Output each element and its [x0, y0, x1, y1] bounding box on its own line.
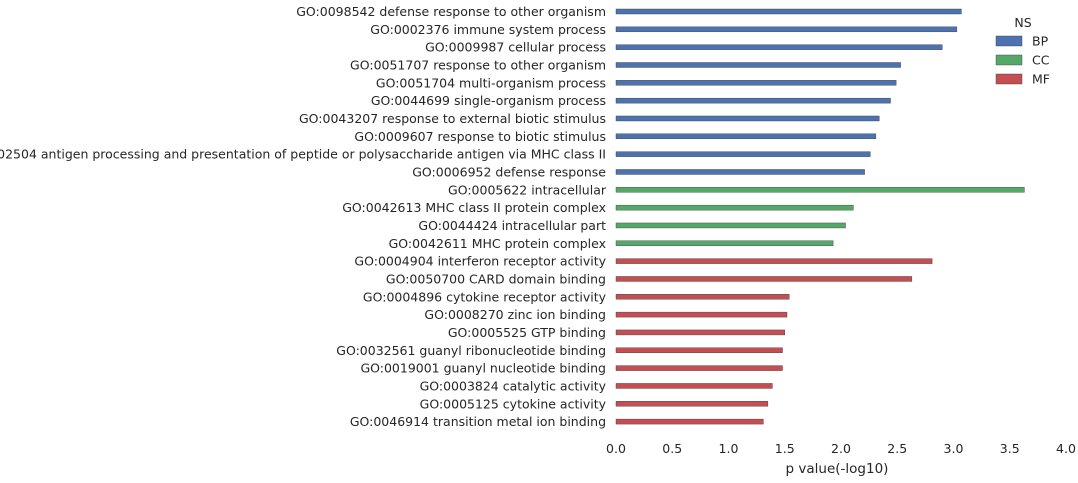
bar-mf — [615, 347, 783, 353]
category-label: GO:0050700 CARD domain binding — [386, 271, 606, 286]
legend-swatch-cc — [995, 54, 1023, 66]
category-label: GO:0042611 MHC protein complex — [389, 236, 606, 251]
legend-title: NS — [1014, 15, 1031, 30]
category-label: GO:0005125 cytokine activity — [420, 396, 607, 411]
x-tick-label: 1.5 — [775, 441, 795, 456]
category-label: GO:0006952 defense response — [412, 164, 606, 179]
bar-mf — [615, 329, 785, 336]
legend-entries: BP CC MF — [995, 34, 1050, 87]
bar-mf — [615, 294, 790, 300]
category-label: GO:0005622 intracellular — [448, 182, 607, 197]
bar-mf — [615, 401, 769, 407]
bar-bp — [615, 151, 871, 157]
legend-swatch-mf — [995, 73, 1023, 85]
bar-cc — [615, 187, 1025, 193]
category-label: GO:0019001 guanyl nucleotide binding — [360, 361, 606, 376]
category-label: GO:0005525 GTP binding — [448, 325, 606, 340]
x-tick-label: 3.0 — [944, 441, 964, 456]
bar-mf — [615, 258, 933, 264]
category-label: GO:0051707 response to other organism — [350, 57, 606, 72]
legend-label-cc: CC — [1032, 53, 1050, 68]
legend-swatch-bp — [995, 35, 1023, 47]
bar-bp — [615, 133, 877, 140]
bar-mf — [615, 311, 788, 318]
category-label: GO:0009987 cellular process — [425, 40, 606, 55]
category-label: GO:0044424 intracellular part — [418, 218, 606, 233]
x-axis-label: p value(-log10) — [786, 461, 889, 477]
category-label: GO:0042613 MHC class II protein complex — [342, 200, 606, 215]
bar-mf — [615, 383, 773, 389]
category-label: GO:0043207 response to external biotic s… — [299, 111, 606, 126]
category-label: GO:0032561 guanyl ribonucleotide binding — [336, 343, 606, 358]
bar-bp — [615, 26, 958, 33]
category-label: GO:0004896 cytokine receptor activity — [363, 289, 607, 304]
bar-bp — [615, 62, 901, 68]
category-label: GO:0002376 immune system process — [370, 22, 606, 37]
category-label: GO:0003824 catalytic activity — [420, 378, 607, 393]
bar-bp — [615, 80, 897, 86]
category-label: GO:0046914 transition metal ion binding — [350, 414, 606, 429]
x-axis-ticks: 0.0 0.5 1.0 1.5 2.0 2.5 3.0 3.5 4.0 — [606, 441, 1076, 456]
x-tick-label: 2.0 — [831, 441, 851, 456]
x-tick-label: 0.0 — [606, 441, 626, 456]
category-label: GO:0008270 zinc ion binding — [424, 307, 606, 322]
bar-cc — [615, 222, 846, 229]
legend-label-mf: MF — [1032, 72, 1050, 87]
bar-cc — [615, 240, 834, 246]
bar-bp — [615, 44, 943, 50]
legend-label-bp: BP — [1032, 34, 1049, 49]
category-label: GO:0098542 defense response to other org… — [296, 4, 606, 19]
category-label: GO:0044699 single-organism process — [371, 93, 606, 108]
x-tick-label: 3.5 — [1000, 441, 1020, 456]
x-tick-label: 0.5 — [662, 441, 682, 456]
bar-mf — [615, 276, 913, 282]
bar-cc — [615, 204, 854, 211]
bar-bp — [615, 97, 891, 104]
bar-mf — [615, 418, 764, 425]
bar-bp — [615, 115, 880, 122]
bar-bp — [615, 169, 865, 175]
category-label: GO:0051704 multi-organism process — [376, 75, 606, 90]
bar-bp — [615, 8, 962, 15]
bars — [615, 8, 1025, 425]
category-labels: GO:0098542 defense response to other org… — [0, 4, 607, 429]
x-tick-label: 4.0 — [1056, 441, 1076, 456]
x-tick-label: 1.0 — [719, 441, 739, 456]
legend: NS BP CC MF — [995, 15, 1050, 87]
bar-mf — [615, 365, 783, 371]
category-label: GO:0004904 interferon receptor activity — [354, 254, 606, 269]
category-label: GO:0002504 antigen processing and presen… — [0, 147, 606, 162]
x-tick-label: 2.5 — [887, 441, 907, 456]
category-label: GO:0009607 response to biotic stimulus — [354, 129, 606, 144]
